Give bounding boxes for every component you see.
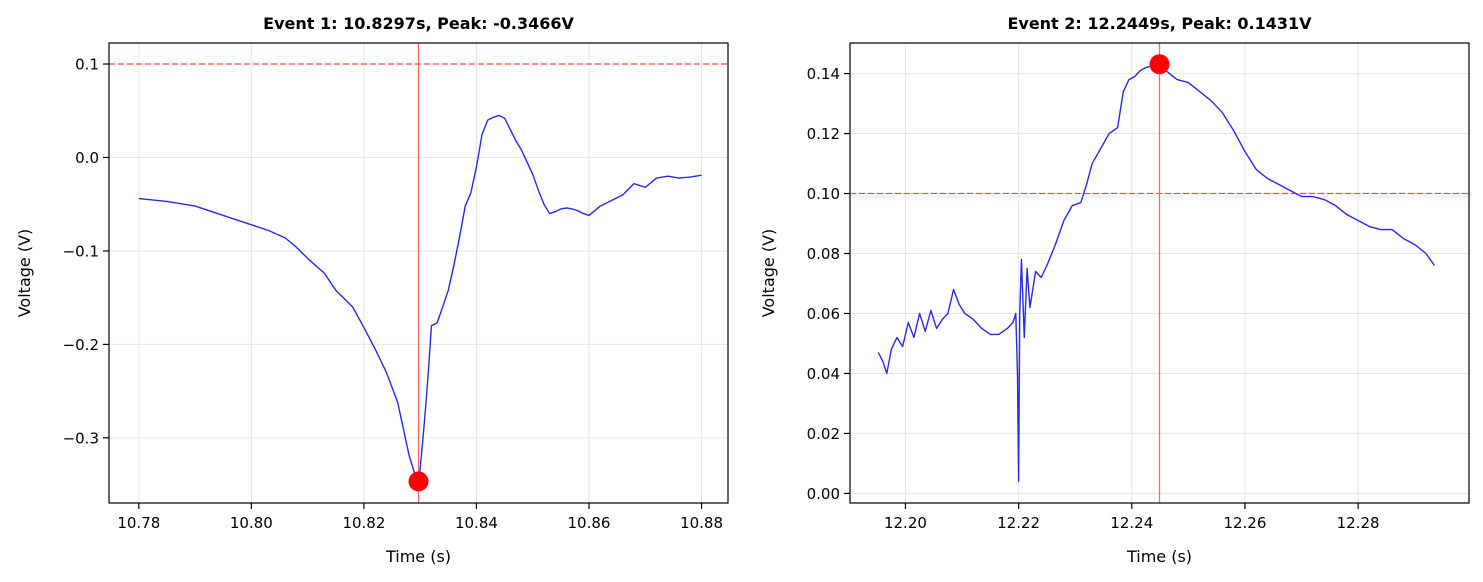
event-2-x-tick-label: 12.20 [884,514,927,532]
event-1-y-axis-label: Voltage (V) [15,229,34,318]
event-1-y-tick-label: −0.2 [63,336,99,354]
event-2-y-tick-label: 0.14 [807,65,840,83]
event-1-panel: Event 1: 10.8297s, Peak: -0.3466V 10.78 1… [15,14,729,566]
event-2-x-tick-label: 12.24 [1110,514,1153,532]
event-2-x-tick-label: 12.22 [997,514,1040,532]
event-1-axes-frame [108,42,729,504]
event-2-x-tick-label: 12.26 [1223,514,1266,532]
event-2-y-tick-label: 0.00 [807,485,840,503]
event-1-peak-marker [408,471,429,492]
event-2-y-ticks: 0.00 0.02 0.04 0.06 0.08 0.10 0.12 0.14 [807,65,850,503]
event-2-x-axis-label: Time (s) [1126,547,1192,566]
event-1-x-tick-label: 10.84 [455,514,498,532]
event-2-y-tick-label: 0.08 [807,245,840,263]
event-1-signal-line [138,114,702,483]
event-2-title: Event 2: 12.2449s, Peak: 0.1431V [1007,14,1312,33]
event-2-x-ticks: 12.20 12.22 12.24 12.26 12.28 [884,503,1380,532]
event-2-plot-area [850,43,1469,503]
event-2-y-tick-label: 0.06 [807,305,840,323]
event-1-x-tick-label: 10.88 [680,514,723,532]
event-2-y-tick-label: 0.12 [807,125,840,143]
event-1-y-tick-label: 0.1 [75,56,99,74]
event-1-y-ticks: −0.3 −0.2 −0.1 0.0 0.1 [63,56,109,447]
event-2-axes-frame [849,42,1470,504]
event-1-x-tick-label: 10.80 [230,514,273,532]
event-2-y-axis-label: Voltage (V) [759,229,778,318]
event-1-x-tick-label: 10.86 [568,514,611,532]
event-1-y-tick-label: 0.0 [75,149,99,167]
event-2-x-tick-label: 12.28 [1337,514,1380,532]
event-2-y-tick-label: 0.02 [807,425,840,443]
event-1-y-tick-label: −0.1 [63,242,99,260]
event-1-plot-area [109,43,728,503]
event-2-signal-line [877,63,1436,483]
event-1-x-tick-label: 10.82 [342,514,385,532]
event-1-x-ticks: 10.78 10.80 10.82 10.84 10.86 10.88 [117,503,723,532]
event-1-x-tick-label: 10.78 [117,514,160,532]
event-1-title: Event 1: 10.8297s, Peak: -0.3466V [263,14,574,33]
event-2-y-tick-label: 0.04 [807,365,840,383]
event-2-peak-marker [1149,54,1170,75]
event-1-x-axis-label: Time (s) [385,547,451,566]
event-2-y-tick-label: 0.10 [807,185,840,203]
event-2-panel: Event 2: 12.2449s, Peak: 0.1431V 12.20 12… [759,14,1470,566]
event-1-y-tick-label: −0.3 [63,429,99,447]
